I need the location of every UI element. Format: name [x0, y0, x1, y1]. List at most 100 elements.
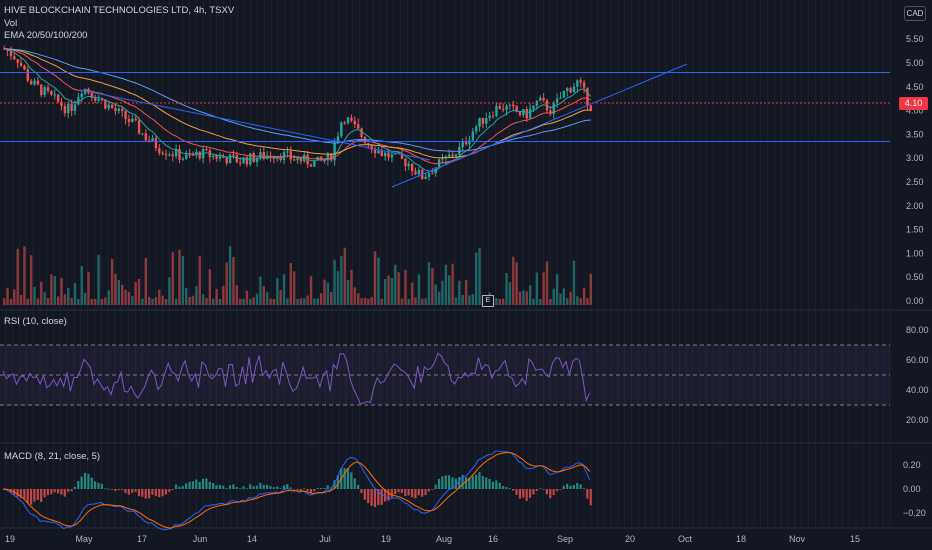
candle-body [410, 163, 414, 172]
candle-body [50, 90, 53, 95]
macd-histogram-bar [205, 478, 208, 489]
volume-legend[interactable]: Vol [4, 18, 18, 29]
price-axis-label: 0.00 [906, 296, 924, 306]
volume-bar [90, 298, 94, 305]
macd-histogram-bar [296, 489, 299, 490]
macd-histogram-bar [407, 489, 410, 496]
volume-bar [276, 278, 279, 305]
volume-bar [252, 297, 255, 305]
macd-histogram-bar [73, 486, 76, 489]
candle-body [397, 152, 400, 154]
candle-body [475, 126, 478, 132]
macd-histogram-bar [228, 485, 232, 489]
volume-bar [73, 283, 77, 305]
rsi-legend[interactable]: RSI (10, close) [4, 316, 67, 327]
macd-histogram-bar [252, 486, 255, 489]
macd-histogram-bar [161, 489, 164, 497]
ema-legend[interactable]: EMA 20/50/100/200 [4, 30, 88, 41]
candle-body [191, 154, 195, 156]
macd-histogram-bar [451, 477, 454, 489]
volume-bar [535, 272, 539, 305]
candle-body [464, 141, 468, 145]
macd-histogram-bar [471, 475, 474, 489]
volume-bar [208, 269, 212, 305]
macd-histogram-bar [464, 477, 468, 489]
macd-histogram-bar [97, 482, 100, 489]
candle-body [559, 97, 562, 99]
candle-body [185, 154, 188, 159]
candle-body [164, 154, 168, 156]
volume-bar [205, 298, 208, 305]
price-axis-label: 3.50 [906, 129, 924, 139]
time-axis-label: 16 [488, 534, 498, 544]
volume-bar [127, 292, 131, 305]
candle-body [505, 105, 508, 110]
macd-legend[interactable]: MACD (8, 21, close, 5) [4, 451, 101, 462]
volume-bar [94, 298, 97, 305]
price-axis-label: 4.00 [906, 106, 924, 116]
macd-histogram-bar [19, 489, 23, 498]
candle-body [383, 152, 387, 157]
volume-bar [255, 293, 259, 305]
macd-histogram-bar [212, 483, 215, 489]
macd-histogram-bar [121, 489, 124, 490]
candle-body [336, 136, 340, 143]
macd-histogram-bar [572, 485, 575, 489]
volume-bar [195, 286, 198, 305]
time-axis-label: Jun [193, 534, 208, 544]
candle-body [46, 87, 50, 91]
volume-bar [383, 279, 387, 305]
earnings-marker[interactable]: E [482, 295, 494, 307]
volume-bar [397, 272, 400, 305]
macd-histogram-bar [569, 485, 572, 489]
symbol-legend[interactable]: HIVE BLOCKCHAIN TECHNOLOGIES LTD, 4h, TS… [4, 5, 235, 16]
macd-histogram-bar [437, 478, 441, 489]
macd-histogram-bar [444, 475, 447, 489]
candle-body [380, 150, 383, 157]
macd-histogram-bar [404, 489, 407, 497]
candle-body [353, 120, 357, 125]
currency-badge[interactable]: CAD [904, 6, 926, 21]
volume-bar [3, 298, 6, 305]
macd-histogram-bar [586, 489, 589, 499]
macd-histogram-bar [458, 476, 461, 489]
candle-body [346, 117, 350, 124]
candle-body [501, 108, 505, 110]
macd-histogram-bar [235, 487, 238, 489]
candle-body [340, 122, 343, 137]
time-axis-label: Jul [319, 534, 331, 544]
macd-histogram-bar [498, 482, 501, 489]
drawn-trendlines[interactable] [0, 63, 890, 188]
volume-bar [104, 297, 107, 305]
volume-bar [579, 298, 582, 305]
candle-body [309, 164, 313, 167]
candle-body [161, 152, 164, 155]
volume-bar [525, 291, 528, 305]
candle-body [13, 56, 16, 60]
candle-body [387, 152, 390, 158]
macd-histogram-bar [518, 489, 522, 499]
falling-trendline [79, 89, 431, 161]
price-axis-label: 1.00 [906, 248, 924, 258]
volume-bar [43, 292, 46, 305]
candle-body [441, 158, 444, 160]
volume-bar [464, 279, 468, 305]
volume-bar [33, 286, 36, 305]
volume-bar [424, 298, 427, 305]
candle-body [491, 115, 495, 117]
macd-histogram-bar [33, 489, 36, 502]
candle-body [576, 80, 579, 87]
macd-histogram-bar [427, 489, 430, 492]
candle-body [400, 153, 404, 159]
volume-bar [410, 282, 414, 305]
candle-body [104, 99, 107, 109]
candle-body [73, 104, 77, 111]
macd-histogram-bar [552, 489, 555, 496]
candle-body [117, 108, 121, 111]
volume-bar [454, 297, 458, 305]
volume-bar [272, 298, 276, 305]
volume-bar [114, 273, 117, 305]
candle-body [377, 150, 380, 154]
candle-body [562, 90, 566, 98]
